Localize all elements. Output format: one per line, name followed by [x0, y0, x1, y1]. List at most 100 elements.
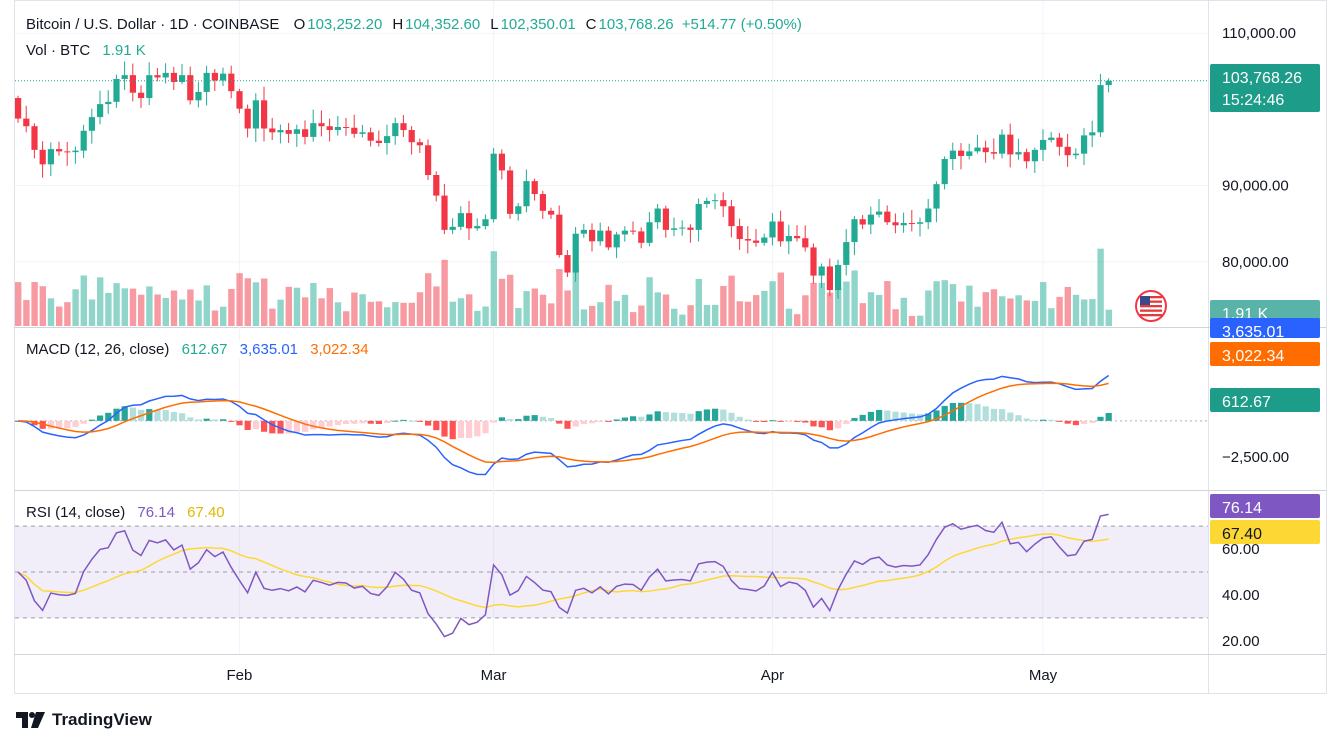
volume-bar — [818, 282, 825, 326]
candle-body — [47, 149, 54, 165]
signal-badge: 3,022.34 — [1210, 342, 1320, 366]
x-tick-apr: Apr — [761, 667, 784, 684]
candle-body — [1097, 85, 1104, 133]
macd-hist-bar — [646, 414, 653, 421]
volume-bar — [146, 286, 153, 326]
economic-events-icon[interactable] — [1135, 290, 1167, 322]
macd-hist-bar — [785, 420, 792, 422]
candle-body — [211, 72, 218, 81]
rsi-legend: RSI (14, close) 76.14 67.40 — [26, 504, 227, 521]
macd-hist-bar — [482, 420, 489, 434]
macd-hist-bar — [605, 420, 612, 422]
volume-bar — [712, 304, 719, 326]
candle-body — [80, 130, 87, 151]
volume-bar — [466, 294, 473, 326]
candle-body — [408, 130, 415, 143]
candle-body — [695, 203, 702, 230]
candle-body — [744, 239, 751, 241]
volume-bar — [720, 286, 727, 326]
macd-hist-bar — [548, 418, 555, 421]
macd-hist-bar — [621, 417, 628, 421]
rsi-line — [17, 513, 1109, 638]
candle-body — [785, 235, 792, 242]
candle-body — [195, 91, 202, 101]
macd-hist-bar — [400, 419, 407, 421]
candle-body — [753, 240, 760, 243]
macd-hist-bar — [777, 420, 784, 422]
candle-body — [1081, 135, 1088, 154]
candle-body — [941, 159, 948, 185]
macd-hist-bar — [408, 420, 415, 422]
candle-body — [712, 200, 719, 202]
rsi-value: 76.14 — [137, 504, 175, 521]
rsi-ma-badge: 67.40 — [1210, 520, 1320, 544]
flag-stripe — [1140, 300, 1162, 303]
macd-hist-bar — [949, 402, 956, 421]
tradingview-logo[interactable]: TradingView — [16, 710, 152, 730]
volume-bar — [72, 289, 79, 326]
macd-hist-bar — [531, 415, 538, 421]
macd-hist-bar — [285, 420, 292, 434]
macd-hist-bar — [720, 409, 727, 421]
volume-bar — [908, 315, 916, 326]
macd-hist-bar — [56, 420, 63, 429]
macd-line — [17, 374, 1110, 476]
volume-bar — [859, 303, 866, 326]
tradingview-icon — [16, 712, 45, 728]
volume-bar — [728, 275, 735, 326]
macd-hist-bar — [474, 420, 481, 437]
candle-body — [105, 101, 112, 105]
candle-body — [835, 264, 842, 291]
macd-tick-0: −2,500.00 — [1222, 449, 1289, 466]
volume-bar — [974, 306, 981, 326]
macd-hist-bar — [195, 419, 202, 421]
volume-label: Vol · BTC — [26, 42, 91, 59]
macd-hist-bar — [1007, 412, 1014, 421]
candle-body — [572, 233, 579, 273]
macd-hist-bar — [433, 420, 440, 431]
candle-body — [39, 149, 46, 165]
macd-hist-bar — [179, 413, 186, 421]
candle-body — [31, 126, 38, 150]
macd-hist-bar — [425, 420, 432, 426]
volume-bar — [195, 300, 202, 326]
macd-hist-bar — [277, 420, 284, 434]
candle-body — [326, 126, 333, 131]
volume-bar — [835, 288, 842, 326]
macd-hist-bar — [416, 420, 423, 422]
volume-bar — [211, 310, 219, 326]
flag-stripe — [1140, 305, 1162, 308]
volume-bar — [531, 288, 538, 326]
volume-bar — [564, 290, 571, 326]
candle-body — [384, 136, 391, 143]
volume-bar — [802, 295, 809, 326]
macd-hist-bar — [769, 420, 776, 422]
volume-bar — [400, 302, 407, 326]
candle-body — [56, 149, 63, 152]
macd-hist-bar — [654, 411, 661, 421]
macd-hist-bar — [129, 407, 136, 421]
ohlc-value-h: 104,352.60 — [405, 16, 481, 33]
volume-bar — [679, 314, 686, 326]
candle-body — [966, 151, 973, 156]
candle-body — [449, 226, 456, 230]
candle-body — [490, 153, 497, 220]
macd-hist-bar — [1015, 415, 1022, 421]
macd-hist-bar — [252, 420, 259, 430]
volume-bar — [375, 301, 383, 326]
volume-bar — [966, 285, 973, 326]
volume-bar — [498, 278, 506, 326]
rsi-ma-badge-text-0: 67.40 — [1222, 526, 1262, 543]
volume-bar — [449, 301, 456, 326]
candle-body — [146, 75, 153, 99]
volume-bar — [15, 282, 22, 326]
rsi-badge-text-0: 76.14 — [1222, 500, 1262, 517]
candle-body — [113, 78, 120, 102]
candle-body — [400, 123, 407, 131]
candle-body — [285, 130, 292, 134]
volume-bar — [548, 303, 555, 326]
volume-bar — [654, 292, 661, 326]
volume-bar — [556, 269, 563, 326]
